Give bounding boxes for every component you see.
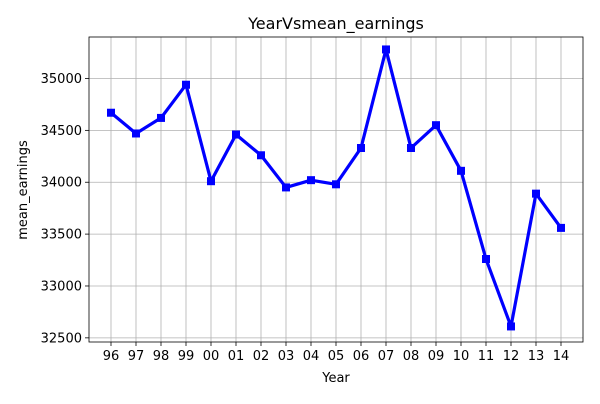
- data-point-marker: [307, 176, 315, 185]
- y-tick-label: 34000: [41, 176, 82, 191]
- x-tick-label: 13: [528, 349, 545, 364]
- y-tick-label: 32500: [41, 331, 82, 346]
- x-tick-label: 98: [153, 349, 170, 364]
- x-tick-label: 03: [278, 349, 295, 364]
- grid-layer: [89, 37, 583, 342]
- x-tick-label: 97: [128, 349, 145, 364]
- series-layer: [107, 45, 565, 331]
- x-tick-label: 10: [453, 349, 470, 364]
- x-axis-label: Year: [321, 371, 350, 386]
- data-point-marker: [532, 189, 540, 198]
- x-tick-label: 07: [378, 349, 395, 364]
- chart-title: YearVsmean_earnings: [247, 14, 424, 34]
- data-point-marker: [107, 108, 115, 117]
- x-tick-label: 06: [353, 349, 370, 364]
- x-tick-label: 08: [403, 349, 420, 364]
- y-tick-label: 34500: [41, 124, 82, 139]
- x-tick-label: 11: [478, 349, 495, 364]
- x-tick-label: 12: [503, 349, 520, 364]
- x-tick-label: 02: [253, 349, 270, 364]
- x-tick-label: 99: [178, 349, 195, 364]
- data-point-marker: [507, 322, 515, 331]
- data-point-marker: [257, 151, 265, 160]
- data-point-marker: [282, 183, 290, 192]
- data-point-marker: [157, 113, 165, 122]
- x-tick-label: 05: [328, 349, 345, 364]
- data-point-marker: [332, 180, 340, 189]
- y-tick-label: 35000: [41, 72, 82, 87]
- x-tick-label: 09: [428, 349, 445, 364]
- x-tick-label: 96: [103, 349, 120, 364]
- data-point-marker: [207, 177, 215, 186]
- x-tick-label: 14: [553, 349, 570, 364]
- x-tick-label: 01: [228, 349, 245, 364]
- y-axis-label: mean_earnings: [16, 140, 31, 240]
- y-tick-label: 33000: [41, 279, 82, 294]
- plot-frame: [88, 36, 584, 343]
- data-point-marker: [357, 144, 365, 153]
- data-point-marker: [432, 121, 440, 130]
- data-point-marker: [182, 80, 190, 89]
- y-tick-label: 33500: [41, 228, 82, 243]
- x-tick-label: 00: [203, 349, 220, 364]
- data-point-marker: [232, 130, 240, 139]
- data-point-marker: [457, 166, 465, 175]
- data-point-marker: [382, 45, 390, 54]
- data-point-marker: [407, 144, 415, 153]
- data-point-marker: [132, 129, 140, 138]
- data-point-marker: [482, 255, 490, 264]
- data-point-marker: [557, 223, 565, 232]
- x-tick-label: 04: [303, 349, 320, 364]
- axes-layer: 96 97 98 99 00 01 02 03 04 05 06 07 08 09 10 11 12 13 14 32…: [41, 36, 584, 364]
